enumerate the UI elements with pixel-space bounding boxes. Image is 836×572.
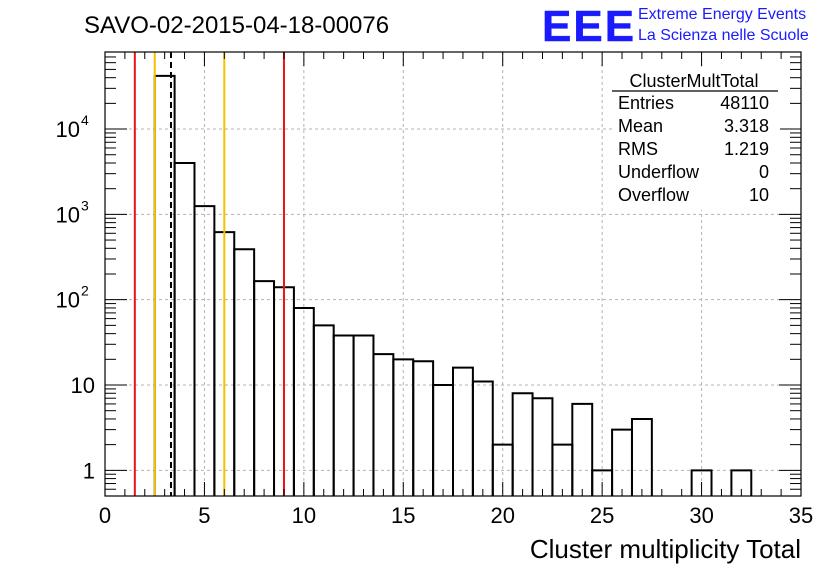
stats-value-underflow: 0: [759, 162, 769, 182]
stats-label-underflow: Underflow: [618, 162, 700, 182]
histogram-bin: [511, 392, 534, 496]
histogram-bin: [233, 248, 256, 496]
eee-logo: EEE: [542, 2, 636, 51]
logo-line-2: La Scienza nelle Scuole: [638, 27, 809, 44]
stats-label-rms: RMS: [618, 139, 658, 159]
histogram-bin: [352, 334, 375, 496]
stats-value-overflow: 10: [749, 185, 769, 205]
histogram-bin: [173, 162, 196, 496]
stats-label-entries: Entries: [618, 93, 674, 113]
marker-lines-layer: [133, 52, 285, 496]
histogram-bin: [571, 402, 594, 496]
run-title: SAVO-02-2015-04-18-00076: [84, 12, 389, 39]
x-tick-label: 5: [198, 503, 210, 528]
histogram-bin: [372, 353, 395, 496]
stats-value-rms: 1.219: [724, 139, 769, 159]
stats-value-entries: 48110: [720, 93, 769, 113]
y-tick-label: 10: [56, 288, 80, 313]
x-tick-label: 25: [590, 503, 614, 528]
histogram-bin: [253, 280, 276, 496]
histogram-bin: [690, 469, 713, 496]
x-axis-label: Cluster multiplicity Total: [530, 534, 801, 564]
ticks-layer: [104, 51, 802, 497]
histogram-bin: [392, 358, 415, 496]
x-tick-label: 10: [292, 503, 316, 528]
stats-title: ClusterMultTotal: [629, 71, 758, 91]
stats-value-mean: 3.318: [724, 116, 769, 136]
stats-box: ClusterMultTotal Entries 48110 Mean 3.31…: [612, 70, 780, 210]
histogram-bin: [452, 366, 474, 496]
logo-line-1: Extreme Energy Events: [638, 6, 806, 23]
histogram-bin: [471, 380, 494, 496]
histogram-bin: [730, 469, 753, 496]
histogram-bin: [611, 428, 633, 496]
histogram-bin: [412, 360, 435, 496]
histogram-bin: [193, 205, 216, 496]
y-tick-exponent: 2: [81, 283, 89, 299]
y-tick-label: 10: [71, 373, 95, 398]
x-tick-label: 20: [490, 503, 514, 528]
x-tick-label: 15: [391, 503, 415, 528]
histogram-bin: [630, 417, 653, 496]
x-tick-label: 35: [789, 503, 813, 528]
y-tick-label: 10: [56, 202, 80, 227]
stats-label-overflow: Overflow: [618, 185, 690, 205]
stats-box-background: [612, 70, 780, 210]
histogram-bin: [531, 397, 554, 496]
histogram-bin: [432, 384, 454, 496]
y-tick-exponent: 3: [81, 197, 89, 213]
y-tick-label: 10: [56, 117, 80, 142]
y-tick-label: 1: [83, 458, 95, 483]
x-tick-label: 30: [689, 503, 713, 528]
x-tick-label: 0: [99, 503, 111, 528]
stats-label-mean: Mean: [618, 116, 663, 136]
y-tick-exponent: 4: [81, 112, 89, 128]
histogram-bin: [332, 334, 355, 496]
